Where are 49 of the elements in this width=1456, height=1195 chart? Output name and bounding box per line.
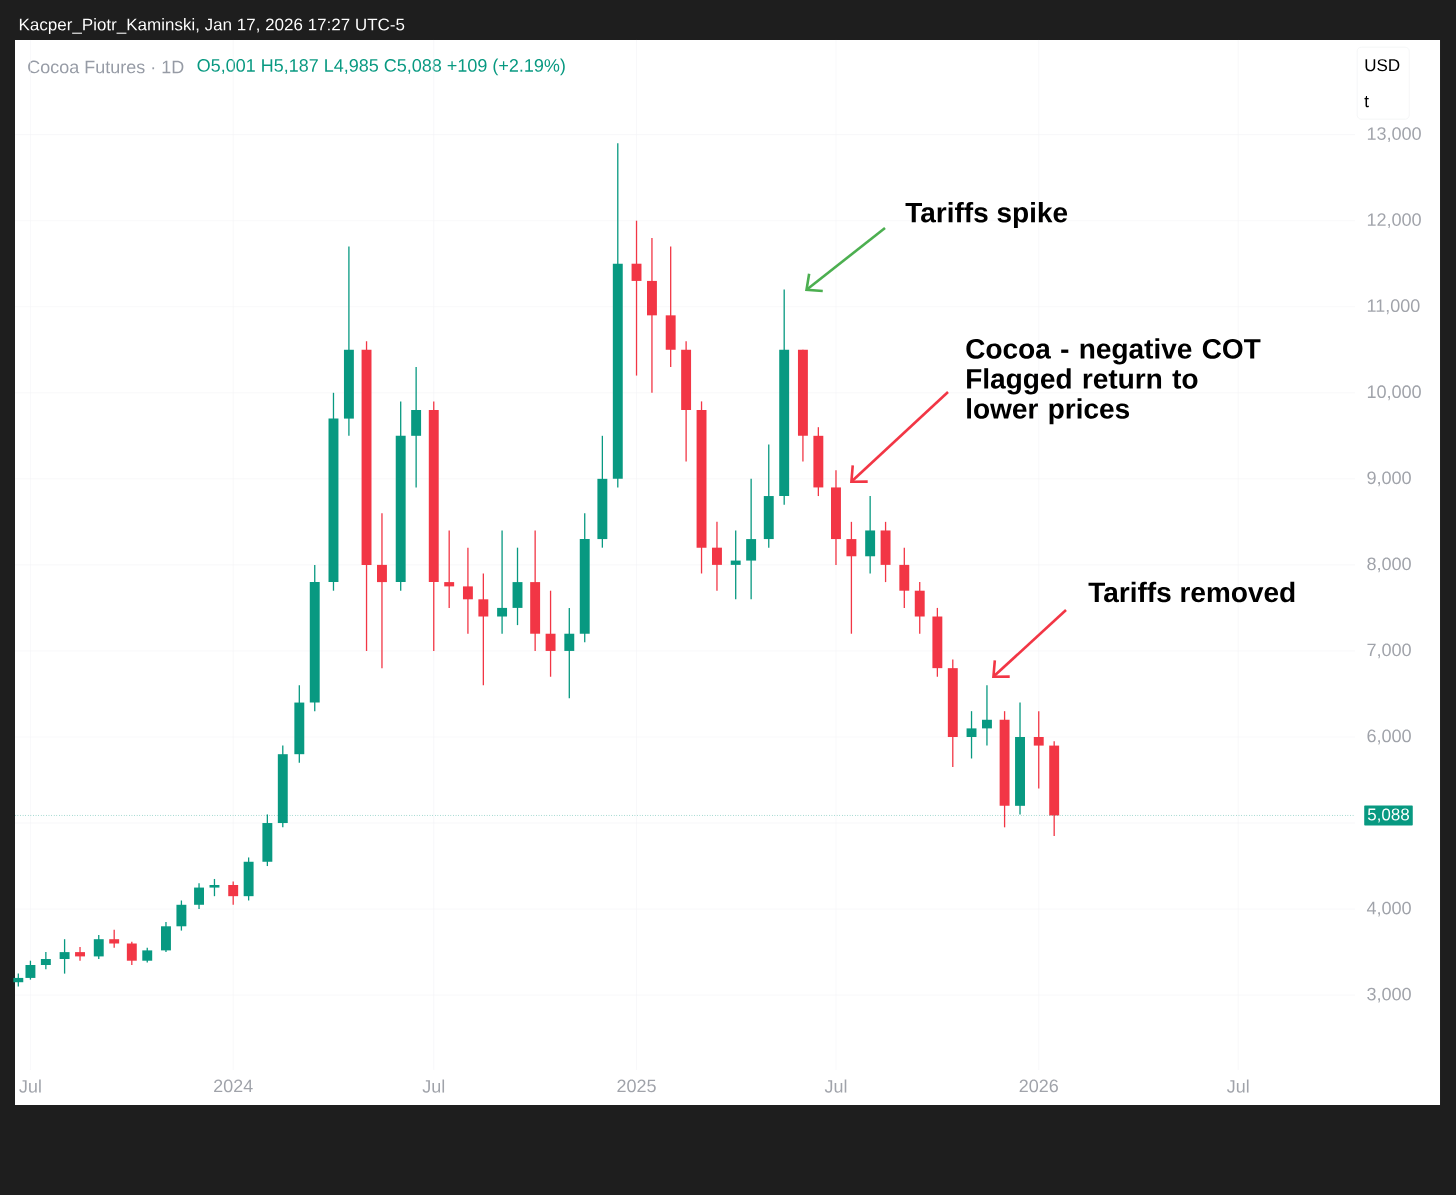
- candlestick: [982, 684, 992, 747]
- candlestick: [712, 521, 722, 592]
- y-tick-label: 10,000: [1367, 385, 1421, 401]
- text: O5,001 H5,187 L4,985 C5,088 +109 (+2.19%): [197, 58, 565, 76]
- y-tick-label: 4,000: [1366, 901, 1411, 917]
- candlestick: [109, 929, 120, 949]
- y-tick-label: 12,000: [1367, 213, 1421, 229]
- candlestick: [564, 607, 575, 699]
- candlestick: [377, 512, 387, 669]
- candlestick: [444, 529, 455, 609]
- candlestick: [59, 938, 70, 975]
- ref-line-label: 5,088: [1367, 808, 1410, 823]
- candlestick: [75, 946, 85, 962]
- candlestick: [228, 880, 239, 906]
- x-tick-label: Jul: [422, 1079, 445, 1093]
- text: USD t: [1364, 59, 1400, 108]
- y-tick-label: 3,000: [1367, 987, 1411, 1003]
- x-tick-label: 2026: [1019, 1079, 1058, 1093]
- y-tick-label: 9,000: [1367, 471, 1411, 487]
- annotation: Tariffs removed: [1088, 581, 1295, 603]
- candlestick: [497, 529, 508, 635]
- candlestick: [93, 934, 104, 960]
- candlestick: [40, 951, 51, 970]
- y-tick-label: 11,000: [1367, 299, 1420, 315]
- x-tick-label: 2025: [617, 1079, 656, 1093]
- candlestick: [966, 710, 977, 760]
- text: Cocoa Futures · 1D: [28, 60, 184, 74]
- text: Kacper_Piotr_Kaminski, Jan 17, 2026 17:27 UTC-5: [19, 18, 405, 34]
- annotation: Cocoa - negative COT Flagged return to lower prices: [966, 338, 1261, 425]
- candlestick: [194, 882, 204, 910]
- x-tick-label: Jul: [1226, 1079, 1249, 1093]
- y-tick-label: 6,000: [1367, 729, 1411, 745]
- candlestick: [25, 960, 36, 981]
- candlestick: [730, 529, 741, 600]
- y-tick-label: 8,000: [1367, 557, 1411, 573]
- y-tick-label: 7,000: [1367, 643, 1411, 659]
- candlestick: [126, 941, 137, 966]
- x-tick-label: Jul: [824, 1079, 847, 1093]
- annotation: Tariffs spike: [905, 201, 1068, 229]
- x-tick-label: Jul: [19, 1079, 41, 1093]
- candlestick: [746, 478, 757, 600]
- x-tick-label: 2024: [214, 1079, 253, 1093]
- candlestick: [462, 547, 473, 635]
- candlestick: [1033, 710, 1044, 790]
- candlestick: [846, 521, 857, 635]
- candlestick: [478, 572, 489, 686]
- candlestick: [176, 899, 187, 932]
- candlestick: [545, 590, 556, 678]
- y-tick-label: 13,000: [1367, 127, 1421, 143]
